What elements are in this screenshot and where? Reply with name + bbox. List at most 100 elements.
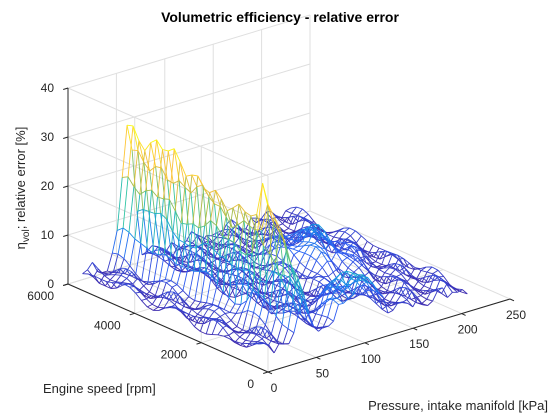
mesh-line <box>206 275 212 303</box>
mesh-line <box>267 204 273 271</box>
mesh-line <box>335 238 342 242</box>
mesh-line <box>359 257 367 264</box>
mesh-line <box>235 341 242 344</box>
mesh-line <box>363 250 371 258</box>
mesh-line <box>318 275 325 279</box>
mesh-line <box>111 230 118 254</box>
mesh-line <box>194 300 201 303</box>
mesh-line <box>233 242 241 252</box>
mesh-line <box>284 274 291 279</box>
mesh-line <box>288 216 294 229</box>
mesh-line <box>105 281 112 289</box>
mesh-line <box>217 334 225 337</box>
mesh-line <box>426 289 433 300</box>
mesh-line <box>408 267 415 270</box>
mesh-line <box>185 302 192 310</box>
mesh-line <box>132 125 139 151</box>
mesh-line <box>293 215 300 232</box>
mesh-line <box>225 311 231 314</box>
mesh-line <box>394 262 401 266</box>
mesh-line <box>223 284 230 297</box>
surface-mesh <box>82 124 468 354</box>
mesh-line <box>300 235 306 238</box>
mesh-line <box>305 255 311 268</box>
mesh-line <box>309 288 316 297</box>
mesh-line <box>257 183 264 232</box>
mesh-line <box>287 247 295 256</box>
mesh-line <box>200 270 206 303</box>
mesh-line <box>324 286 331 292</box>
mesh-line <box>316 260 323 268</box>
mesh-line <box>398 258 405 268</box>
mesh-line <box>273 289 280 301</box>
mesh-line <box>325 240 331 250</box>
mesh-line <box>111 282 118 289</box>
mesh-line <box>331 287 338 299</box>
mesh-line <box>352 272 359 280</box>
mesh-line <box>298 219 305 223</box>
grid-line <box>67 63 311 138</box>
mesh-line <box>355 280 361 287</box>
mesh-line <box>429 275 436 289</box>
mesh-line <box>332 298 339 305</box>
mesh-line <box>393 289 400 295</box>
mesh-line <box>261 204 268 230</box>
mesh-line <box>135 292 142 301</box>
mesh-line <box>228 331 235 336</box>
mesh-line <box>170 265 177 271</box>
mesh-line <box>110 287 117 289</box>
mesh-line <box>265 211 273 219</box>
mesh-line <box>315 285 322 297</box>
mesh-line <box>333 241 339 246</box>
mesh-line <box>419 289 426 295</box>
mesh-line <box>284 265 290 269</box>
mesh-line <box>263 253 270 299</box>
mesh-line <box>216 225 223 237</box>
mesh-line <box>313 276 319 280</box>
mesh-line <box>219 313 226 317</box>
mesh-line <box>171 253 178 260</box>
mesh-line <box>169 210 176 259</box>
mesh-line <box>358 274 364 280</box>
mesh-line <box>162 291 169 298</box>
mesh-line <box>253 290 261 300</box>
mesh-line <box>285 239 292 243</box>
mesh-line <box>253 312 260 318</box>
z-axis-label-text: ; relative error [%] <box>13 127 28 230</box>
mesh-line <box>164 305 172 309</box>
mesh-line <box>377 288 384 293</box>
mesh-line <box>204 220 211 227</box>
mesh-line <box>341 295 348 300</box>
mesh-line <box>227 238 235 243</box>
mesh-line <box>313 281 320 297</box>
mesh-line <box>374 252 381 260</box>
mesh-line <box>192 223 199 229</box>
mesh-line <box>234 336 241 343</box>
mesh-line <box>287 215 294 218</box>
mesh-line <box>360 250 367 263</box>
mesh-line <box>202 184 209 244</box>
mesh-line <box>369 256 377 263</box>
mesh-line <box>211 321 218 335</box>
mesh-line <box>210 318 218 323</box>
mesh-line <box>373 256 381 260</box>
mesh-line <box>189 300 196 308</box>
mesh-line <box>330 278 337 288</box>
mesh-line <box>198 225 205 229</box>
mesh-line <box>123 232 130 259</box>
mesh-line <box>304 293 311 297</box>
mesh-line <box>188 315 194 320</box>
mesh-line <box>224 313 232 321</box>
mesh-line <box>175 263 183 267</box>
mesh-line <box>280 210 287 221</box>
mesh-line <box>305 234 312 238</box>
mesh-line <box>303 241 309 247</box>
mesh-line <box>405 287 412 300</box>
mesh-line <box>233 204 240 243</box>
mesh-line <box>210 225 217 276</box>
mesh-line <box>267 336 274 347</box>
mesh-line <box>128 232 136 240</box>
mesh-line <box>313 295 320 313</box>
mesh-line <box>374 274 381 278</box>
mesh-line <box>338 302 344 305</box>
